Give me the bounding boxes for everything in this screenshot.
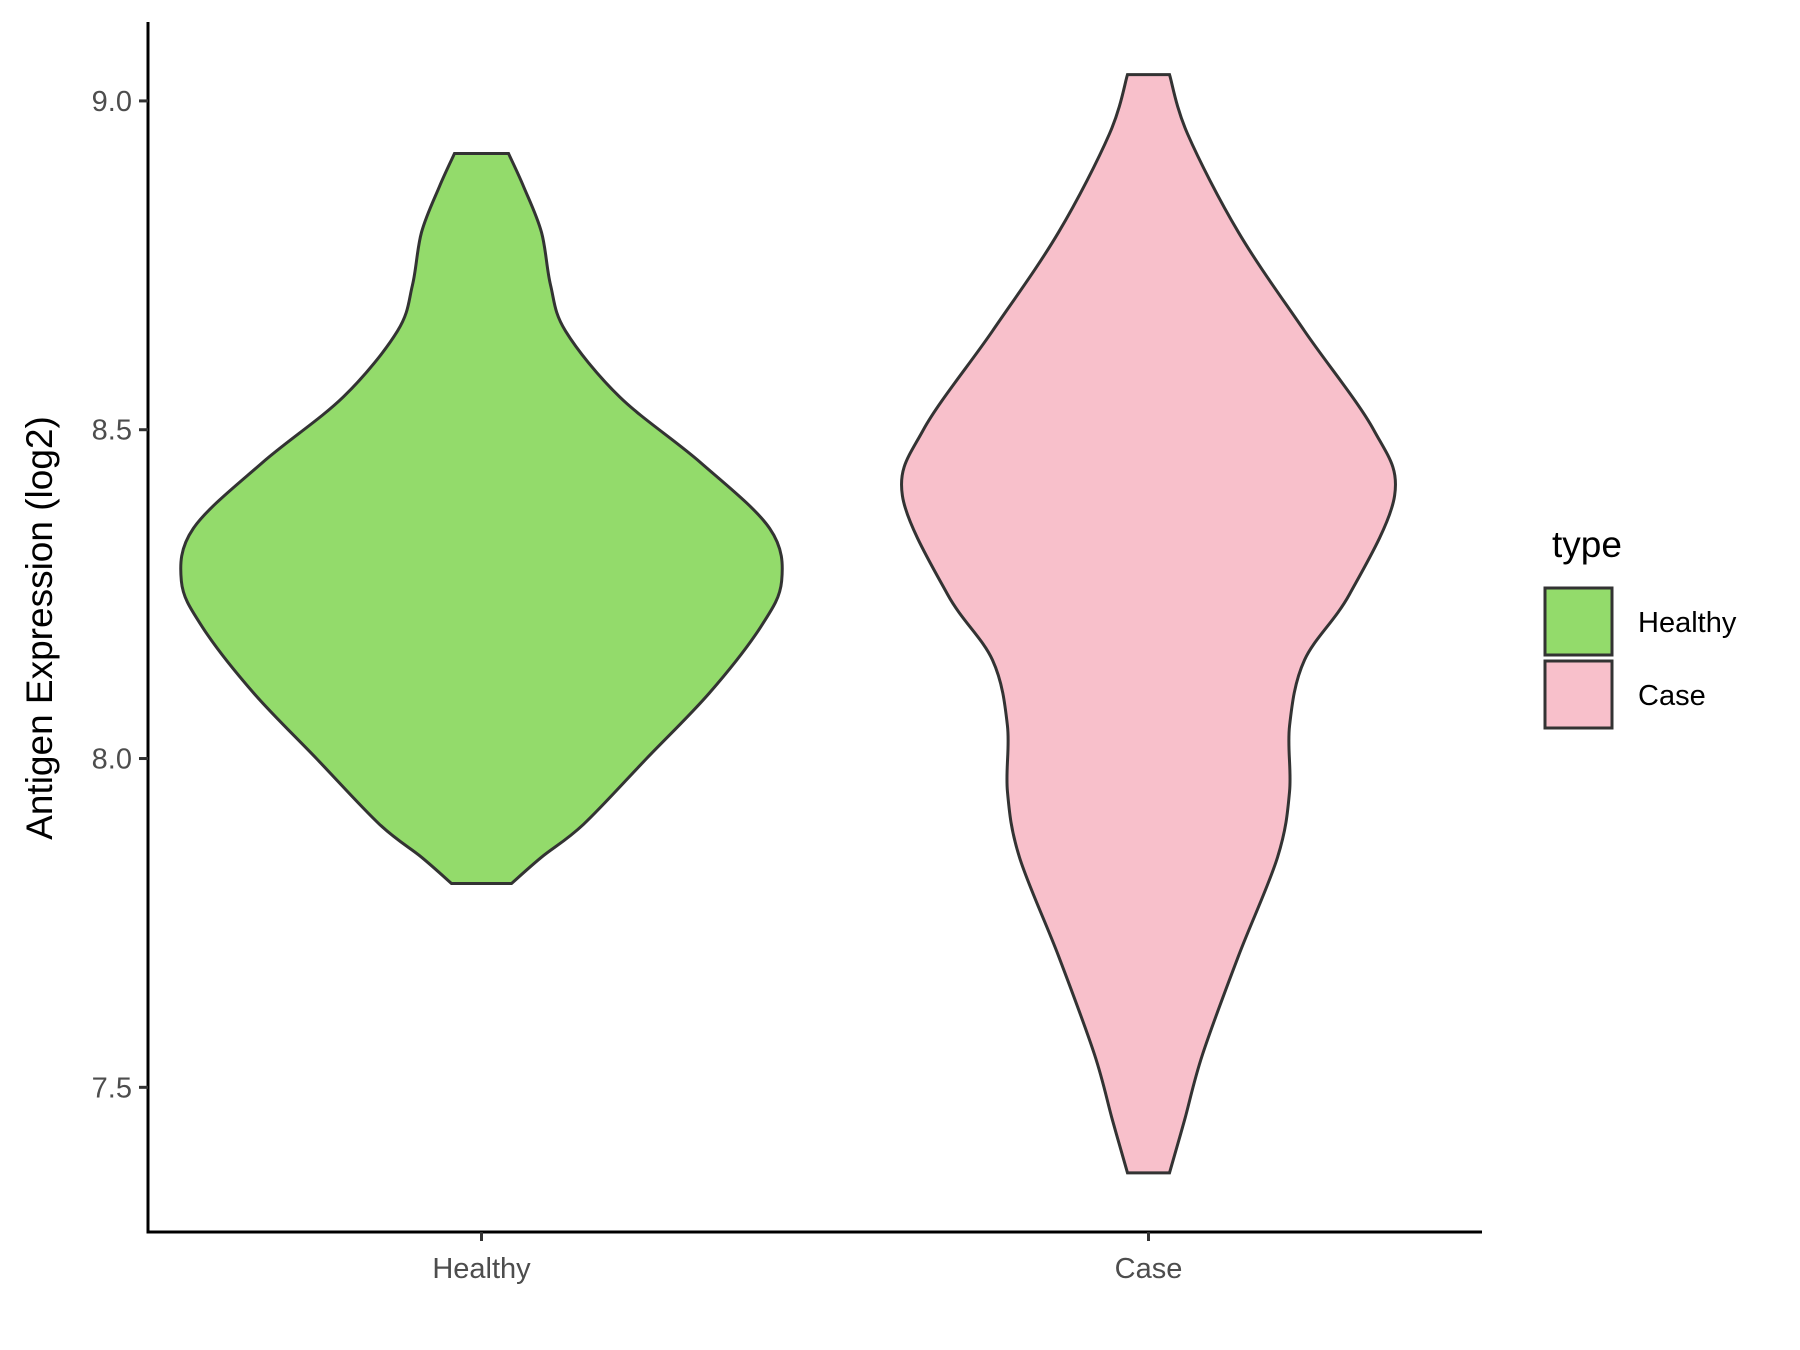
legend-key-case [1543, 659, 1614, 730]
y-axis-title: Antigen Expression (log2) [19, 416, 60, 840]
x-tick-label-case: Case [1115, 1253, 1183, 1285]
legend-label-case: Case [1638, 680, 1706, 712]
violins-layer [179, 73, 1397, 1175]
y-axis: 7.5 8.0 8.5 9.0 [92, 22, 150, 1232]
y-tick-label: 9.0 [92, 86, 132, 118]
legend-label-healthy: Healthy [1638, 607, 1737, 639]
x-axis: Healthy Case [146, 1230, 1482, 1285]
legend: type Healthy Case [1543, 524, 1737, 730]
legend-title: type [1552, 524, 1622, 565]
y-tick-label: 7.5 [92, 1072, 132, 1104]
legend-key-healthy [1543, 586, 1614, 657]
y-tick-label: 8.5 [92, 415, 132, 447]
violin-case [900, 73, 1397, 1175]
y-tick-label: 8.0 [92, 744, 132, 776]
x-tick-label-healthy: Healthy [432, 1253, 531, 1285]
violin-healthy [179, 152, 784, 885]
